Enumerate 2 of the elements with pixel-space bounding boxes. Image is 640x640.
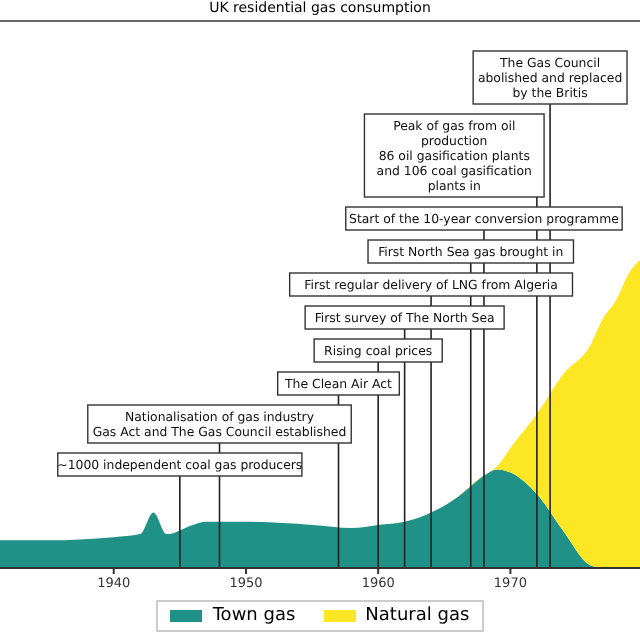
legend-label: Natural gas [365, 606, 470, 626]
legend-label: Town gas [212, 606, 296, 626]
